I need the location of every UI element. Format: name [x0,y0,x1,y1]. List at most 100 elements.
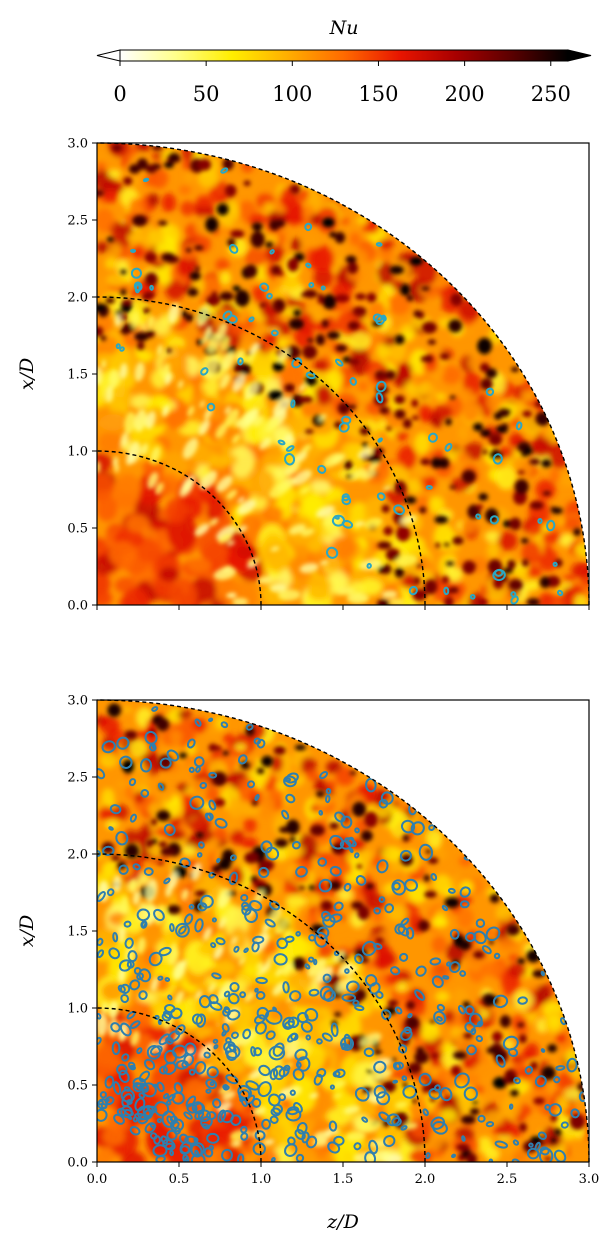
nu-field-cell [509,370,526,380]
nu-hotspot [573,528,581,536]
nu-hotspot [289,184,301,195]
nu-hotspot [419,506,427,514]
nu-hotspot [506,924,520,936]
nu-streak [248,352,256,363]
nu-field-cell [547,1014,561,1030]
nu-hotspot [482,449,488,455]
nu-field-cell [407,881,429,904]
nu-hotspot [520,537,529,544]
nu-field-cell [408,1148,433,1162]
nu-hotspot [473,423,484,432]
nu-field-cell [168,815,183,829]
nu-hotspot [163,161,175,169]
nu-hotspot [424,579,438,595]
contour-line [492,453,503,465]
nu-hotspot [355,293,366,301]
nu-field-cell [306,913,320,927]
nu-field-cell [309,214,323,226]
nu-field-cell [377,808,390,818]
nu-hotspot [435,542,441,548]
nu-streak [225,408,240,427]
nu-hotspot [124,730,138,740]
nu-streak [101,359,107,369]
nu-field-cell [215,258,230,272]
nu-hotspot [345,255,357,264]
contour-line [444,442,453,452]
y-tick-label: 2.0 [67,291,88,306]
nu-hotspot [413,577,420,585]
nu-field-cell [248,352,275,379]
nu-hotspot [518,1034,527,1044]
contour-line [259,282,270,292]
nu-streak [283,432,293,442]
nu-field-cell [106,273,127,287]
nu-field-cell [143,751,162,775]
nu-hotspot [274,838,289,848]
nu-hotspot [444,897,460,908]
contour-line [304,222,313,232]
nu-hotspot [362,441,368,448]
nu-hotspot [232,285,241,292]
nu-hotspot [480,429,492,437]
contour-line [425,485,433,490]
nu-field-cell [335,768,355,787]
nu-hotspot [166,348,172,354]
nu-field-cell [397,990,409,1001]
nu-streak [224,405,231,415]
nu-field-cell [228,446,255,478]
nu-streak [298,383,306,392]
nu-field-cell [181,845,197,856]
nu-hotspot [375,937,384,944]
colorbar-tick-label: 200 [445,82,485,106]
contour-line [157,1019,162,1026]
contour-line [381,314,387,322]
nu-field-cell [181,144,195,161]
nu-hotspot [301,292,308,297]
nu-hotspot [107,703,121,717]
nu-field-cell [300,757,317,774]
nu-field-cell [395,430,408,441]
nu-hotspot [353,306,367,316]
nu-field-cell [535,984,552,1003]
nu-field-cell [511,455,534,479]
nu-field-cell [136,539,162,563]
nu-streak [134,362,145,382]
y-tick-label: 3.0 [67,694,88,709]
nu-hotspot [347,321,360,331]
nu-streak [187,405,195,417]
nu-field-cell [459,1072,481,1087]
contour-line [469,593,476,600]
nu-hotspot [409,256,423,266]
nu-hotspot [450,965,456,970]
y-tick-label: 0.0 [67,1156,88,1171]
nu-field-cell [435,392,447,401]
nu-field-cell [556,1072,574,1091]
contour-line [290,399,296,409]
nu-field-cell [252,322,269,339]
nu-field-cell [265,243,284,264]
nu-field-cell [128,197,146,218]
nu-field-cell [397,362,413,377]
nu-field-cell [126,145,139,157]
nu-hotspot [416,563,423,568]
nu-hotspot [105,297,115,304]
nu-field-cell [176,258,191,277]
nu-hotspot [106,237,114,242]
nu-hotspot [413,310,421,318]
nu-hotspot [349,404,357,410]
nu-field-cell [114,475,141,494]
nu-field-cell [417,403,432,423]
nu-field-cell [188,761,201,773]
nu-field-cell [158,792,174,803]
nu-field-cell [525,1042,539,1060]
nu-hotspot [450,395,456,399]
nu-field-cell [575,1139,589,1154]
nu-field-cell [177,783,189,792]
nu-hotspot [257,345,264,349]
nu-hotspot [134,331,149,342]
nu-hotspot [123,176,133,186]
nu-field-cell [486,390,502,412]
y-tick-label: 3.0 [67,137,88,152]
nu-hotspot [406,1000,415,1010]
nu-field-cell [573,594,588,605]
